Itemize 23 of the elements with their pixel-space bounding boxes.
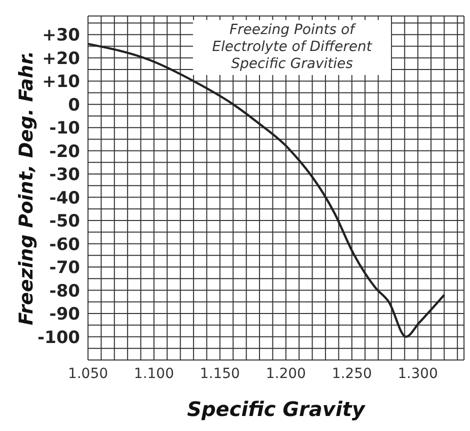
x-tick-label: 1.200 [266,366,306,382]
y-tick-label: 0 [68,95,80,116]
x-tick-label: 1.050 [68,366,108,382]
y-tick-label: -50 [49,212,80,232]
y-tick-label: +30 [42,26,80,46]
y-tick-label: +10 [42,72,80,92]
y-tick-label: -70 [49,258,80,278]
y-tick-label: -10 [49,118,80,139]
text: Freezing Points of Electrolyte of Different Specific Gravities [193,20,391,75]
x-axis-title: Specific Gravity [187,397,366,421]
x-tick-label: 1.100 [134,366,174,382]
y-tick-label: -20 [49,142,80,162]
y-tick-label: -30 [49,165,80,186]
x-tick-label: 1.150 [200,366,240,382]
y-tick-label: -80 [49,281,80,302]
y-tick-label: -90 [49,304,80,325]
y-tick-label: -60 [49,234,80,255]
y-tick-label: -100 [37,328,80,348]
y-tick-label: -40 [49,188,80,208]
y-axis-title: Freezing Point, Deg. Fahr. [16,50,38,326]
x-tick-label: 1.250 [332,366,372,382]
x-tick-label: 1.300 [398,366,438,382]
y-tick-label: +20 [42,48,80,69]
